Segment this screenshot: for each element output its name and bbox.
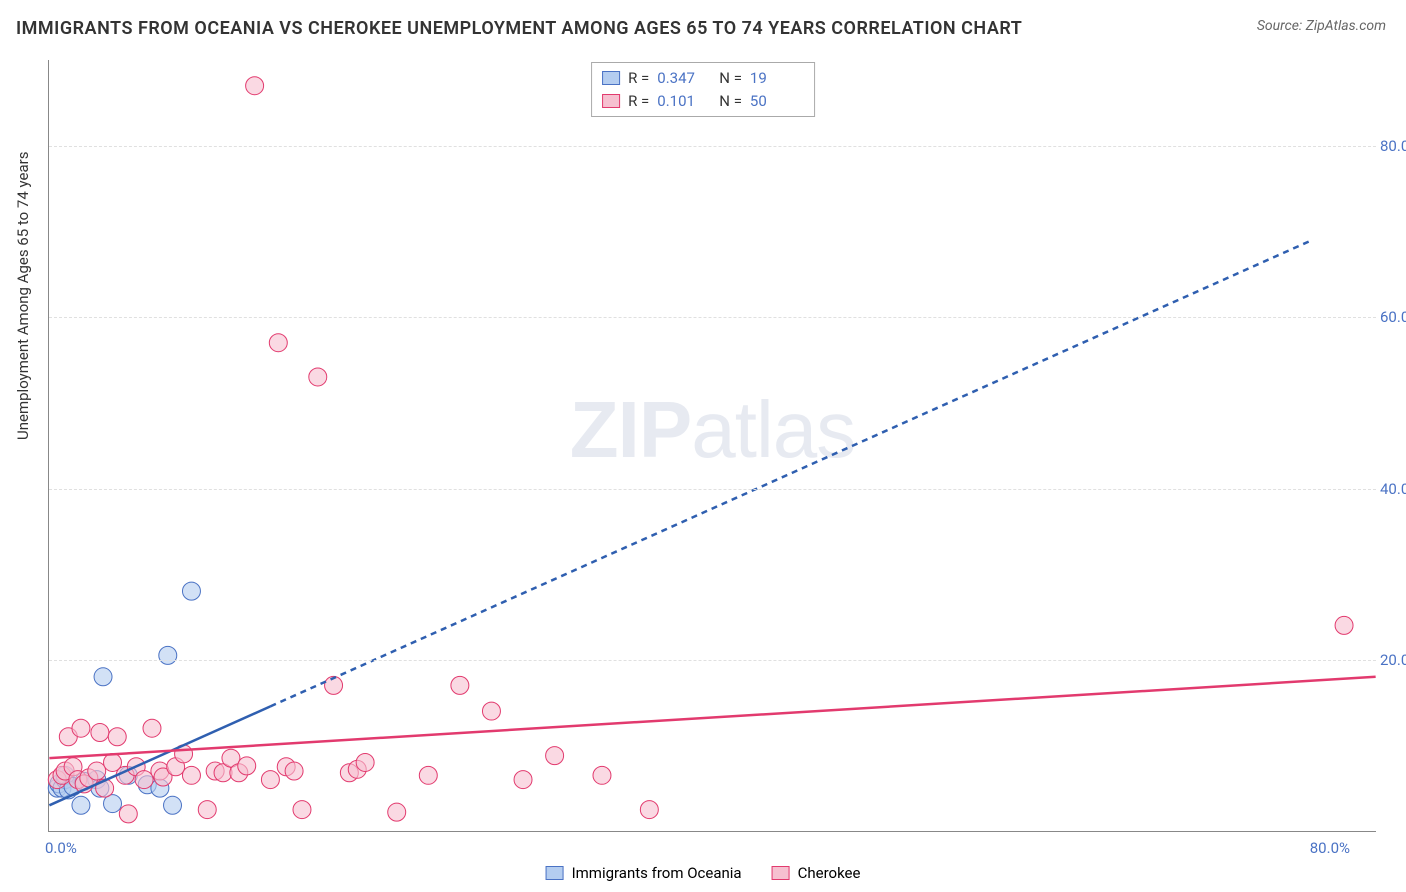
correlation-legend: R = 0.347 N = 19 R = 0.101 N = 50 xyxy=(591,62,815,117)
x-tick-label: 0.0% xyxy=(45,839,77,857)
legend-n-value: 19 xyxy=(750,67,804,90)
legend-item: Cherokee xyxy=(772,864,861,882)
legend-r-value: 0.347 xyxy=(657,67,711,90)
legend-r-label: R = xyxy=(628,90,649,113)
legend-n-value: 50 xyxy=(750,90,804,113)
legend-item: Immigrants from Oceania xyxy=(546,864,742,882)
series-legend: Immigrants from Oceania Cherokee xyxy=(546,864,861,882)
legend-label: Cherokee xyxy=(798,864,861,882)
data-point xyxy=(238,757,256,775)
data-point xyxy=(91,723,109,741)
gridline xyxy=(49,660,1376,661)
legend-swatch xyxy=(772,866,790,880)
data-point xyxy=(182,582,200,600)
data-point xyxy=(451,676,469,694)
source-attribution: Source: ZipAtlas.com xyxy=(1257,18,1386,34)
y-tick-label: 20.0% xyxy=(1380,651,1406,669)
legend-n-label: N = xyxy=(719,90,742,113)
x-tick-label: 80.0% xyxy=(1310,839,1350,857)
data-point xyxy=(546,747,564,765)
data-point xyxy=(1335,616,1353,634)
data-point xyxy=(261,771,279,789)
data-point xyxy=(164,796,182,814)
data-point xyxy=(246,77,264,95)
scatter-svg xyxy=(49,60,1376,831)
y-tick-label: 40.0% xyxy=(1380,480,1406,498)
data-point xyxy=(356,753,374,771)
data-point xyxy=(388,803,406,821)
data-point xyxy=(108,728,126,746)
data-point xyxy=(285,762,303,780)
data-point xyxy=(640,801,658,819)
data-point xyxy=(135,771,153,789)
legend-r-value: 0.101 xyxy=(657,90,711,113)
y-tick-label: 60.0% xyxy=(1380,308,1406,326)
data-point xyxy=(88,762,106,780)
legend-swatch xyxy=(546,866,564,880)
data-point xyxy=(72,719,90,737)
chart-title: IMMIGRANTS FROM OCEANIA VS CHEROKEE UNEM… xyxy=(16,18,1022,39)
legend-n-label: N = xyxy=(719,67,742,90)
y-tick-label: 80.0% xyxy=(1380,137,1406,155)
legend-label: Immigrants from Oceania xyxy=(572,864,742,882)
data-point xyxy=(269,334,287,352)
data-point xyxy=(309,368,327,386)
y-axis-label: Unemployment Among Ages 65 to 74 years xyxy=(14,152,32,440)
data-point xyxy=(482,702,500,720)
plot-area: ZIPatlas 20.0%40.0%60.0%80.0%0.0%80.0% xyxy=(48,60,1376,832)
data-point xyxy=(514,771,532,789)
data-point xyxy=(198,801,216,819)
gridline xyxy=(49,317,1376,318)
data-point xyxy=(119,805,137,823)
data-point xyxy=(593,766,611,784)
legend-swatch xyxy=(602,71,620,85)
legend-swatch xyxy=(602,94,620,108)
gridline xyxy=(49,489,1376,490)
legend-row: R = 0.101 N = 50 xyxy=(602,90,804,113)
legend-row: R = 0.347 N = 19 xyxy=(602,67,804,90)
data-point xyxy=(293,801,311,819)
trend-line-extrapolated xyxy=(270,240,1312,706)
data-point xyxy=(94,668,112,686)
data-point xyxy=(72,796,90,814)
data-point xyxy=(182,766,200,784)
data-point xyxy=(419,766,437,784)
legend-r-label: R = xyxy=(628,67,649,90)
data-point xyxy=(159,646,177,664)
data-point xyxy=(143,719,161,737)
gridline xyxy=(49,146,1376,147)
